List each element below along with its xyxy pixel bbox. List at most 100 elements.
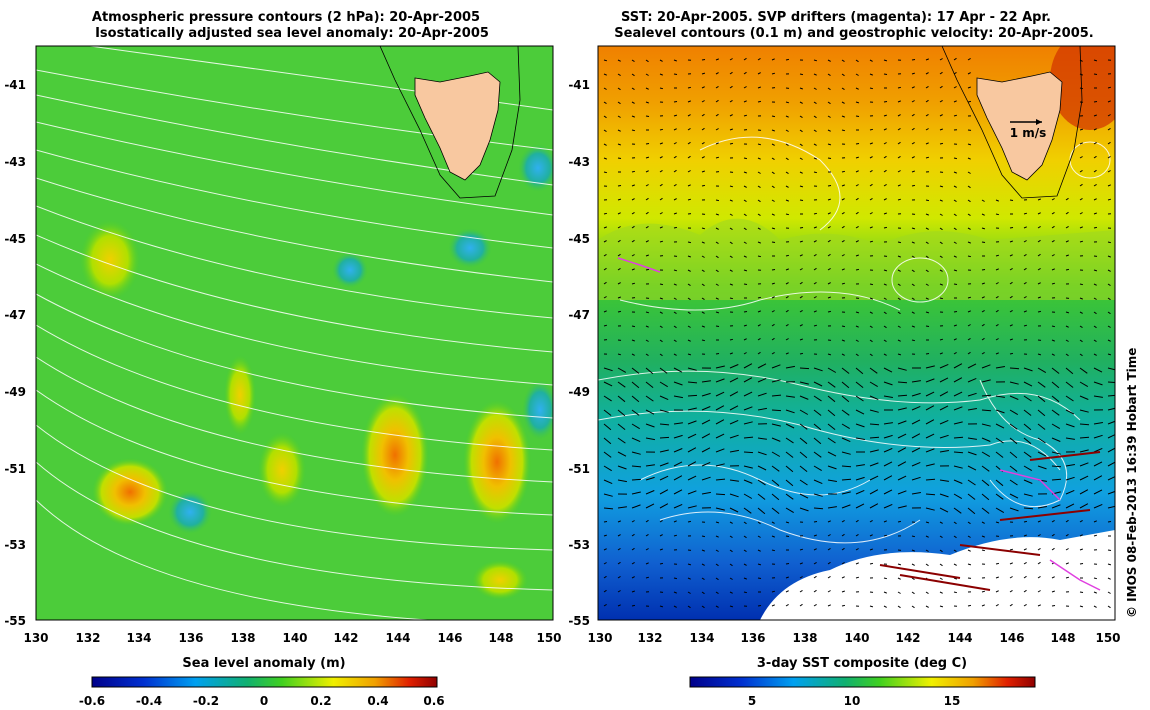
velocity-vector <box>1023 381 1033 387</box>
velocity-vector <box>673 114 678 117</box>
velocity-vector <box>925 391 935 397</box>
velocity-vector <box>659 226 663 229</box>
velocity-vector <box>757 407 767 411</box>
velocity-vector <box>813 59 818 62</box>
velocity-vector <box>1009 437 1018 445</box>
velocity-vector <box>659 409 669 413</box>
velocity-vector <box>911 605 915 609</box>
velocity-vector <box>1079 503 1089 509</box>
velocity-vector <box>673 311 677 315</box>
velocity-vector <box>771 157 775 161</box>
velocity-vector <box>715 311 720 314</box>
velocity-vector <box>673 169 677 173</box>
velocity-vector <box>1009 603 1013 607</box>
velocity-vector <box>631 339 635 342</box>
velocity-vector <box>603 437 612 445</box>
velocity-vector <box>617 381 626 388</box>
velocity-vector <box>603 240 607 243</box>
velocity-vector <box>631 170 636 173</box>
x-tick-label: 140 <box>282 631 307 645</box>
velocity-vector <box>1065 409 1075 415</box>
velocity-vector <box>841 59 845 63</box>
velocity-vector <box>1037 353 1042 356</box>
velocity-vector <box>869 283 874 286</box>
velocity-vector <box>701 269 705 273</box>
velocity-vector <box>729 142 734 145</box>
velocity-vector <box>939 255 943 259</box>
velocity-vector <box>743 57 747 61</box>
velocity-vector <box>631 478 642 481</box>
velocity-vector <box>883 577 888 580</box>
velocity-vector <box>827 367 837 373</box>
velocity-vector <box>925 448 935 453</box>
velocity-vector <box>939 269 943 272</box>
velocity-vector <box>617 451 627 457</box>
velocity-vector <box>1051 576 1055 579</box>
velocity-vector <box>869 311 873 314</box>
velocity-vector <box>715 591 719 595</box>
velocity-vector <box>715 325 720 327</box>
velocity-vector <box>1093 475 1103 481</box>
strong-flow-arrows <box>879 451 1101 591</box>
velocity-vector <box>925 241 929 245</box>
velocity-vector <box>841 184 845 187</box>
velocity-vector <box>925 99 929 103</box>
velocity-vector <box>701 184 706 187</box>
velocity-vector <box>603 296 607 299</box>
y-tick-label: -49 <box>4 385 26 399</box>
velocity-vector <box>953 199 957 203</box>
velocity-vector <box>925 535 929 538</box>
velocity-vector <box>729 352 733 355</box>
velocity-vector <box>1037 198 1041 201</box>
velocity-vector <box>1093 59 1098 62</box>
drifter-tracks <box>617 257 1101 591</box>
velocity-vector <box>743 451 754 454</box>
velocity-vector <box>967 57 971 61</box>
velocity-vector <box>729 591 733 594</box>
velocity-vector <box>729 255 733 259</box>
velocity-vector <box>603 115 607 119</box>
velocity-vector <box>771 171 775 175</box>
velocity-vector <box>743 521 747 525</box>
velocity-vector <box>631 211 635 215</box>
velocity-vector <box>701 72 706 75</box>
velocity-vector <box>687 490 697 495</box>
velocity-vector <box>1023 240 1027 243</box>
velocity-vector <box>981 465 990 472</box>
velocity-vector <box>883 503 893 509</box>
velocity-vector <box>967 185 971 189</box>
y-tick-label: -53 <box>568 538 590 552</box>
velocity-vector <box>785 590 789 593</box>
velocity-vector <box>603 212 608 215</box>
velocity-vector <box>1093 447 1103 453</box>
velocity-vector <box>701 86 705 89</box>
velocity-vector <box>1093 353 1097 356</box>
velocity-vector <box>799 338 803 341</box>
velocity-vector <box>687 141 691 145</box>
velocity-vector <box>715 521 720 524</box>
velocity-vector <box>729 405 739 411</box>
velocity-vector <box>897 353 902 356</box>
velocity-vector <box>939 507 949 513</box>
velocity-vector <box>883 605 887 608</box>
velocity-vector <box>799 129 803 133</box>
velocity-vector <box>631 520 635 523</box>
velocity-vector <box>1023 603 1027 607</box>
velocity-vector <box>715 535 719 538</box>
velocity-vector <box>701 535 706 538</box>
velocity-vector <box>925 365 935 369</box>
velocity-vector <box>1079 489 1089 495</box>
velocity-vector <box>813 409 822 416</box>
velocity-vector <box>1037 282 1041 285</box>
velocity-vector <box>687 241 692 244</box>
velocity-vector <box>673 283 677 286</box>
velocity-vector <box>771 493 780 501</box>
velocity-vector <box>701 591 705 595</box>
velocity-vector <box>855 170 859 173</box>
velocity-vector <box>1065 225 1069 229</box>
velocity-vector <box>799 268 803 271</box>
velocity-vector <box>673 591 677 594</box>
velocity-vector <box>687 311 691 315</box>
velocity-vector <box>925 405 935 411</box>
velocity-vector <box>883 311 887 315</box>
